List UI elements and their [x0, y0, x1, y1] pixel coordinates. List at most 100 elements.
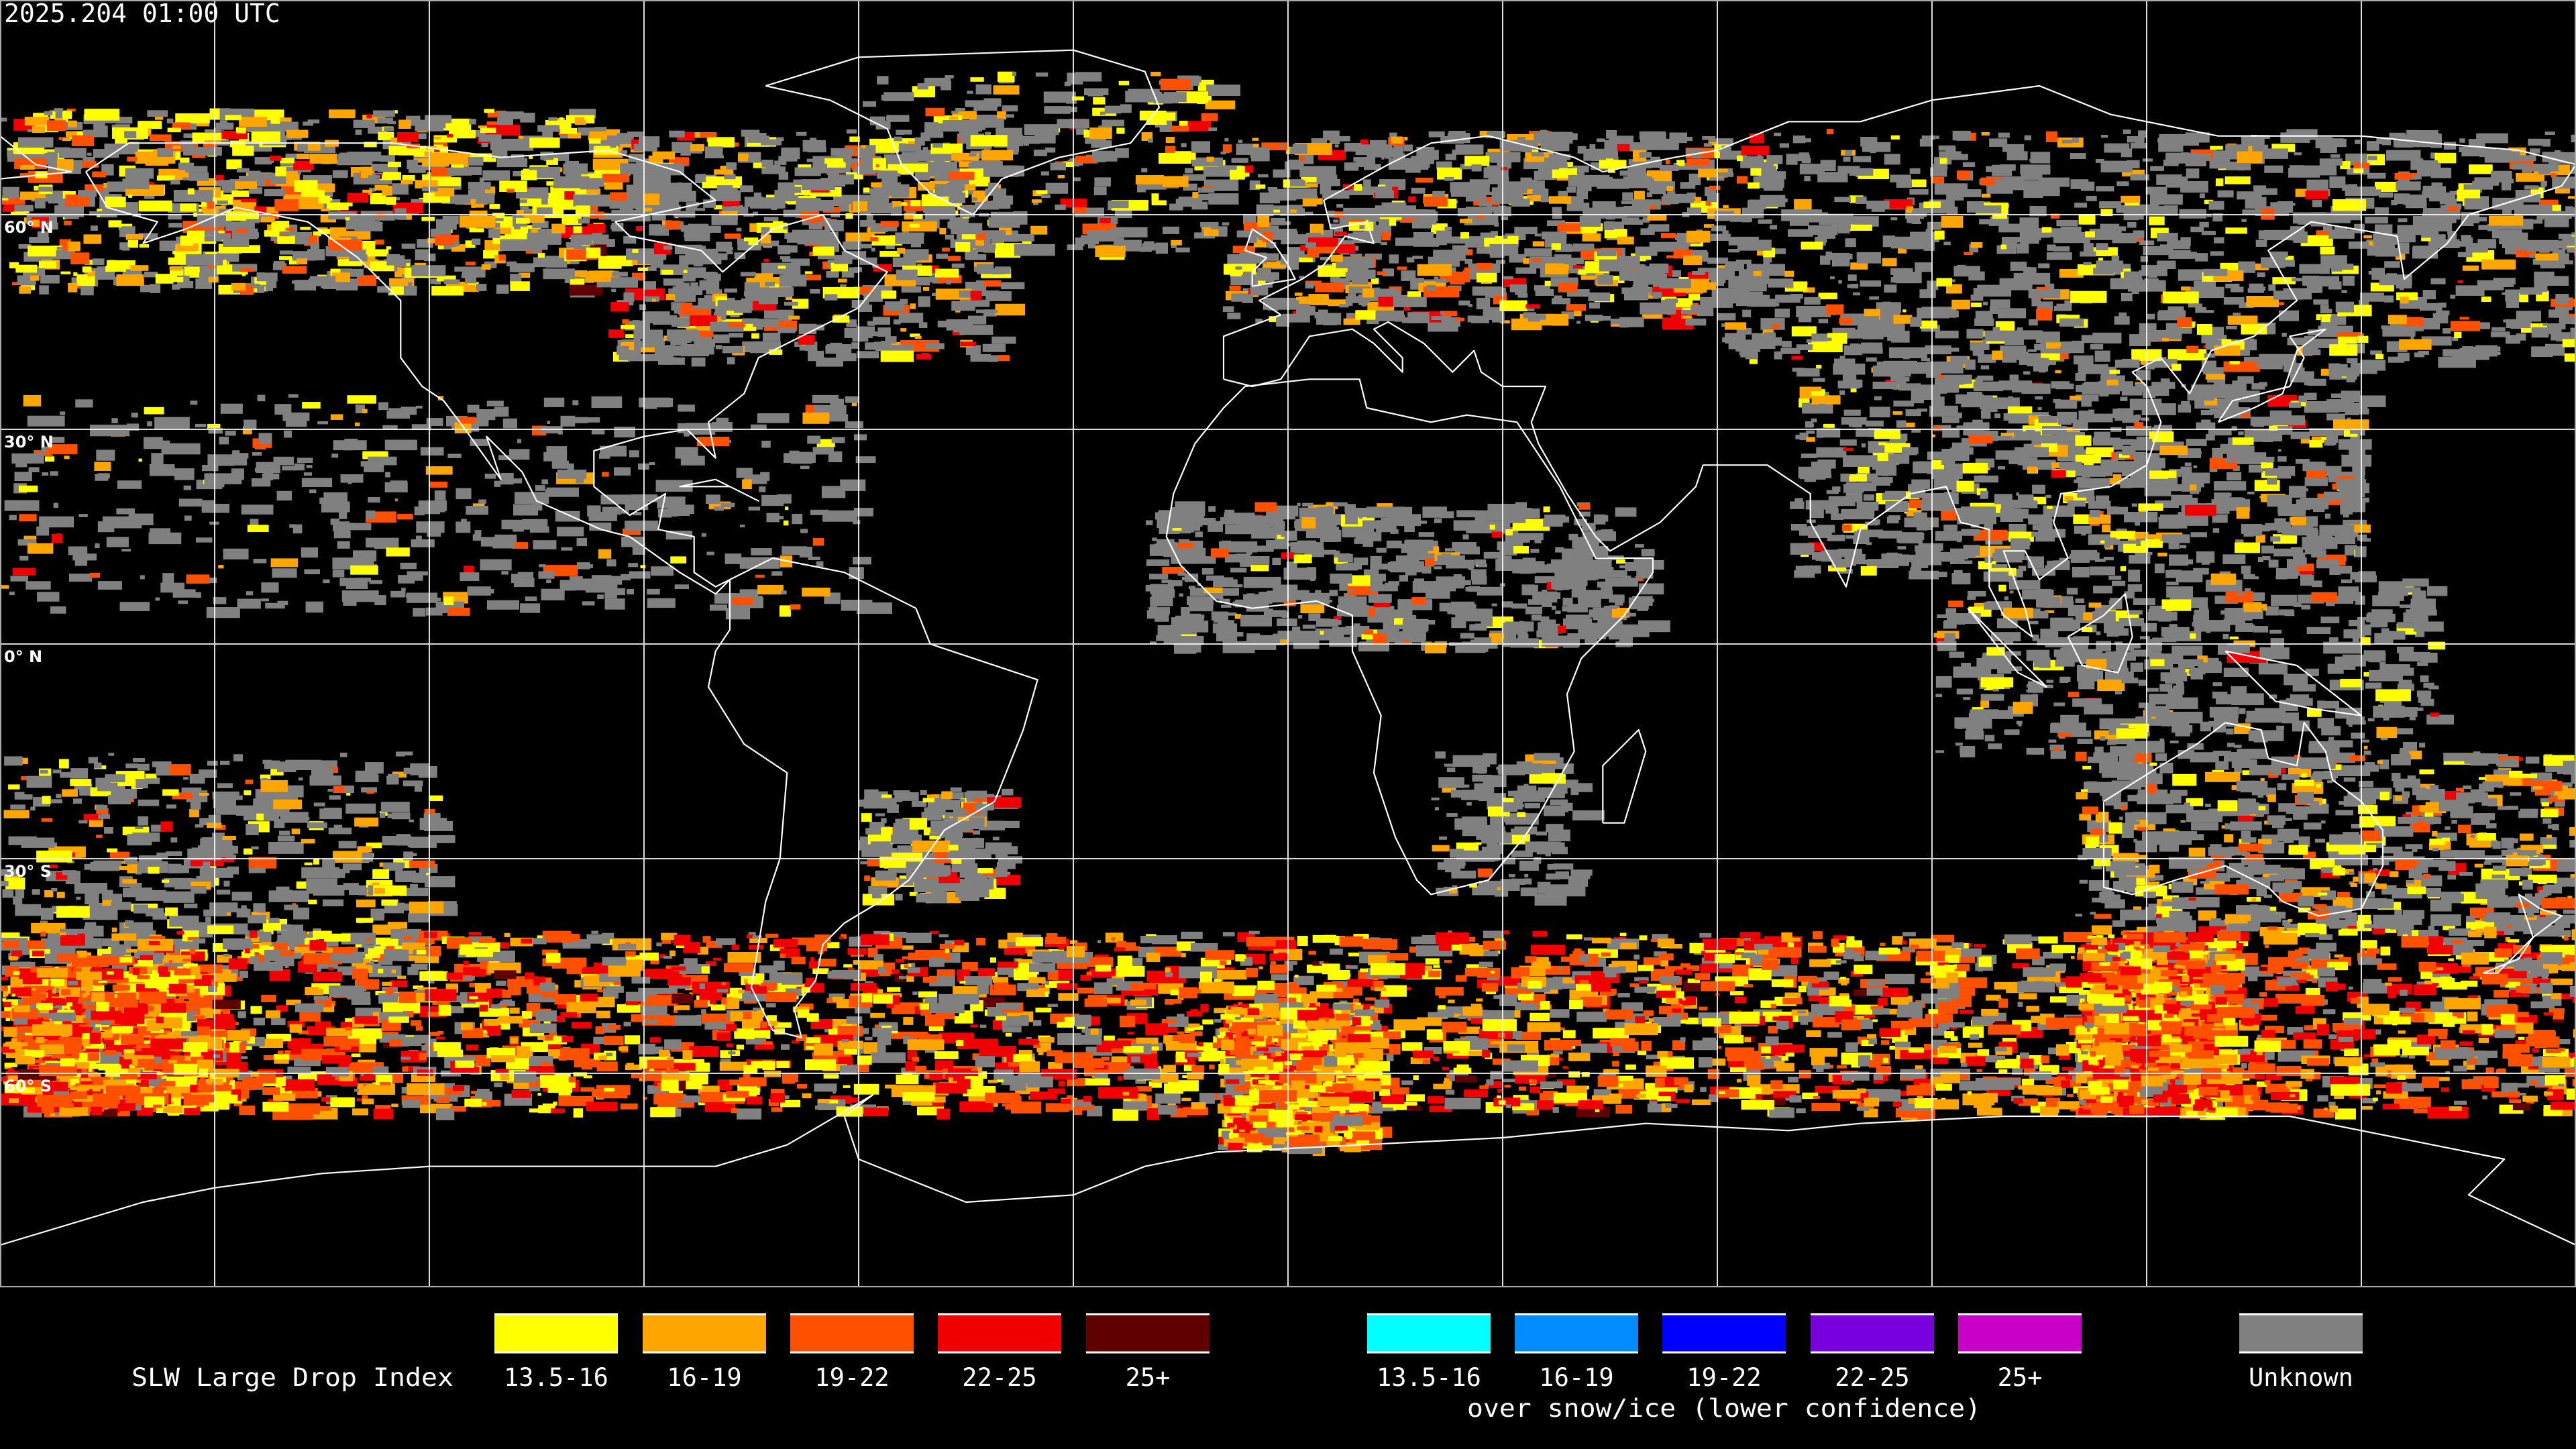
- cloud-pixel: [2450, 294, 2456, 299]
- cloud-pixel: [282, 266, 307, 274]
- cloud-pixel: [2165, 152, 2196, 164]
- cloud-pixel: [1838, 228, 1850, 233]
- cloud-pixel: [490, 230, 498, 233]
- cloud-pixel: [237, 598, 261, 609]
- cloud-pixel: [1509, 284, 1527, 292]
- cloud-pixel: [9, 515, 17, 521]
- cloud-pixel: [1118, 80, 1130, 86]
- cloud-pixel: [783, 453, 816, 463]
- cloud-pixel: [347, 395, 376, 404]
- cloud-pixel: [2321, 315, 2330, 323]
- cloud-pixel: [1665, 160, 1670, 164]
- cloud-pixel: [1201, 113, 1218, 121]
- cloud-pixel: [447, 167, 472, 176]
- cloud-pixel: [2231, 453, 2241, 458]
- cloud-pixel: [95, 172, 101, 176]
- cloud-pixel: [2081, 531, 2086, 536]
- cloud-pixel: [2083, 243, 2094, 252]
- cloud-pixel: [711, 215, 738, 225]
- cloud-pixel: [993, 85, 1020, 95]
- cloud-pixel: [2464, 198, 2488, 210]
- cloud-pixel: [783, 209, 800, 217]
- cloud-pixel: [1501, 167, 1508, 170]
- cloud-pixel: [2351, 532, 2356, 536]
- cloud-pixel: [1847, 168, 1862, 174]
- cloud-pixel: [2199, 193, 2205, 199]
- cloud-pixel: [2328, 367, 2360, 377]
- cloud-pixel: [1843, 484, 1864, 493]
- cloud-pixel: [1299, 156, 1305, 162]
- cloud-pixel: [709, 604, 727, 611]
- cloud-pixel: [2081, 396, 2092, 407]
- cloud-pixel: [235, 181, 258, 189]
- cloud-pixel: [920, 279, 930, 283]
- cloud-pixel: [415, 180, 438, 189]
- cloud-pixel: [2027, 466, 2037, 473]
- cloud-pixel: [757, 413, 790, 423]
- cloud-pixel: [1973, 288, 1986, 296]
- cloud-pixel: [496, 284, 509, 294]
- cloud-pixel: [454, 266, 465, 272]
- cloud-pixel: [2130, 142, 2147, 149]
- cloud-pixel: [1251, 153, 1270, 162]
- cloud-pixel: [1171, 239, 1182, 246]
- cloud-pixel: [2378, 192, 2394, 198]
- cloud-pixel: [149, 464, 175, 476]
- cloud-pixel: [1888, 453, 1910, 464]
- cloud-pixel: [1787, 229, 1813, 237]
- cloud-pixel: [2235, 542, 2260, 553]
- cloud-pixel: [1956, 480, 1974, 492]
- cloud-pixel: [1992, 350, 2003, 360]
- cloud-pixel: [533, 540, 557, 549]
- cloud-pixel: [945, 234, 955, 240]
- cloud-pixel: [520, 112, 535, 123]
- cloud-pixel: [1295, 292, 1303, 296]
- cloud-pixel: [909, 223, 920, 228]
- cloud-pixel: [1960, 154, 1968, 160]
- cloud-pixel: [2086, 195, 2097, 201]
- cloud-pixel: [947, 256, 961, 261]
- cloud-pixel: [610, 277, 639, 288]
- cloud-pixel: [468, 157, 484, 166]
- cloud-pixel: [1831, 513, 1843, 520]
- cloud-pixel: [846, 129, 857, 134]
- cloud-pixel: [1036, 190, 1048, 195]
- cloud-pixel: [1770, 225, 1778, 230]
- cloud-pixel: [1994, 180, 2025, 189]
- cloud-pixel: [2536, 215, 2544, 220]
- cloud-pixel: [610, 144, 616, 148]
- cloud-pixel: [2498, 280, 2514, 288]
- cloud-pixel: [788, 315, 800, 320]
- cloud-pixel: [740, 185, 753, 193]
- cloud-pixel: [2225, 283, 2240, 288]
- cloud-pixel: [183, 133, 199, 138]
- cloud-pixel: [472, 205, 476, 208]
- cloud-pixel: [947, 182, 965, 192]
- cloud-pixel: [2320, 146, 2337, 153]
- cloud-pixel: [1403, 144, 1413, 152]
- cloud-pixel: [2264, 165, 2284, 173]
- cloud-pixel: [178, 600, 189, 604]
- cloud-pixel: [2212, 528, 2220, 533]
- cloud-pixel: [942, 248, 950, 252]
- cloud-pixel: [2341, 290, 2347, 293]
- cloud-pixel: [1092, 151, 1118, 162]
- cloud-pixel: [2300, 377, 2312, 381]
- cloud-pixel: [2250, 417, 2273, 426]
- cloud-pixel: [19, 173, 32, 178]
- cloud-pixel: [1905, 409, 1921, 417]
- cloud-pixel: [880, 221, 899, 227]
- cloud-pixel: [1860, 280, 1882, 287]
- cloud-pixel: [2015, 447, 2049, 458]
- cloud-pixel: [1818, 319, 1829, 323]
- cloud-pixel: [881, 290, 897, 299]
- cloud-pixel: [282, 466, 297, 471]
- cloud-pixel: [2438, 303, 2447, 308]
- cloud-pixel: [2106, 379, 2118, 386]
- cloud-pixel: [143, 437, 163, 449]
- cloud-pixel: [296, 154, 310, 160]
- cloud-pixel: [1997, 308, 2027, 319]
- cloud-pixel: [739, 154, 749, 158]
- cloud-pixel: [73, 272, 78, 276]
- cloud-pixel: [2212, 150, 2237, 160]
